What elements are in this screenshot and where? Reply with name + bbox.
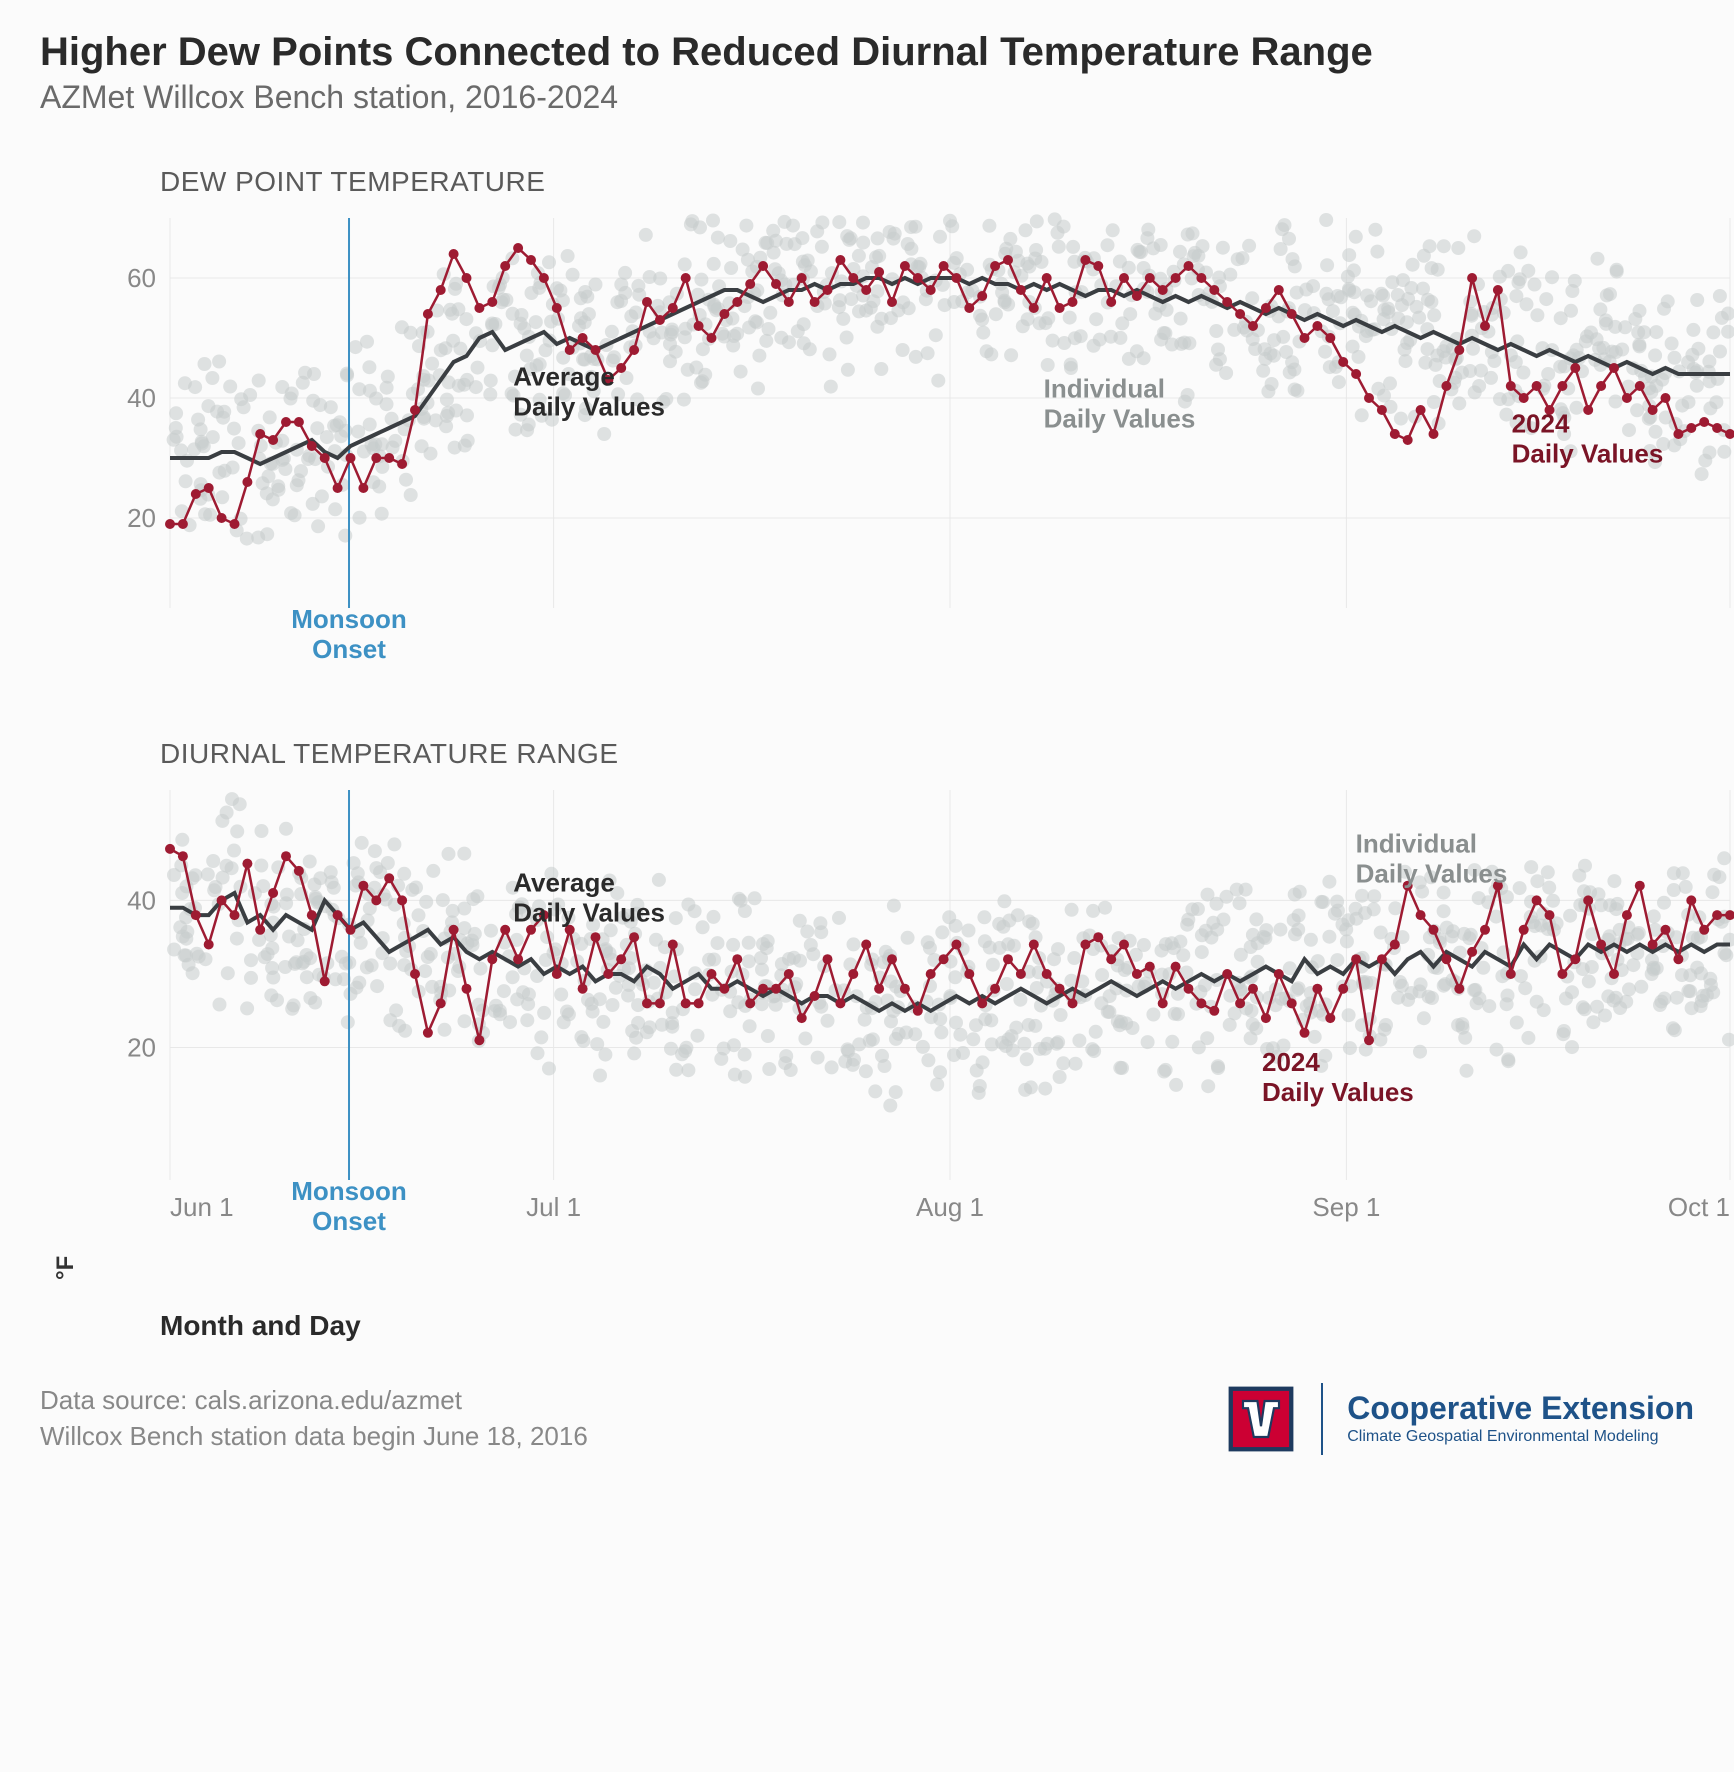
svg-text:60: 60 — [127, 263, 156, 293]
svg-text:Jun 1: Jun 1 — [170, 1192, 234, 1222]
footer-source: Data source: cals.arizona.edu/azmet — [40, 1382, 588, 1418]
svg-text:Daily Values: Daily Values — [1044, 403, 1196, 433]
svg-text:Sep 1: Sep 1 — [1312, 1192, 1380, 1222]
svg-text:Onset: Onset — [312, 634, 386, 664]
svg-text:20: 20 — [127, 1033, 156, 1063]
footer-divider — [1321, 1383, 1323, 1455]
svg-text:40: 40 — [127, 885, 156, 915]
svg-text:Individual: Individual — [1356, 828, 1477, 858]
svg-text:Average: Average — [513, 362, 615, 392]
svg-text:Individual: Individual — [1044, 373, 1165, 403]
svg-text:Jul 1: Jul 1 — [526, 1192, 581, 1222]
footer-note: Willcox Bench station data begin June 18… — [40, 1418, 588, 1454]
svg-text:20: 20 — [127, 503, 156, 533]
svg-text:Oct 1: Oct 1 — [1668, 1192, 1730, 1222]
footer: Data source: cals.arizona.edu/azmet Will… — [40, 1382, 1694, 1455]
svg-text:40: 40 — [127, 383, 156, 413]
svg-text:Onset: Onset — [312, 1206, 386, 1236]
page-subtitle: AZMet Willcox Bench station, 2016-2024 — [40, 79, 1694, 116]
org-sub: Climate Geospatial Environmental Modelin… — [1347, 1428, 1694, 1446]
svg-text:2024: 2024 — [1262, 1047, 1320, 1077]
svg-text:Daily Values: Daily Values — [1356, 858, 1508, 888]
svg-text:Daily Values: Daily Values — [1262, 1077, 1414, 1107]
dtr-panel: DIURNAL TEMPERATURE RANGE 20 40 Jun 1 Jul 1 A… — [40, 738, 1694, 1280]
svg-text:Daily Values: Daily Values — [1512, 439, 1664, 469]
svg-text:2024: 2024 — [1512, 409, 1570, 439]
svg-text:Daily Values: Daily Values — [513, 392, 665, 422]
svg-text:Monsoon: Monsoon — [291, 604, 407, 634]
svg-text:Monsoon: Monsoon — [291, 1176, 407, 1206]
dewpoint-panel: DEW POINT TEMPERATURE204060AverageDaily … — [40, 166, 1694, 678]
panel-title: DEW POINT TEMPERATURE — [160, 166, 1694, 198]
svg-text:Daily Values: Daily Values — [513, 897, 665, 927]
y-axis-label: °F — [52, 1256, 80, 1280]
ua-logo-icon — [1225, 1383, 1297, 1455]
org-title: Cooperative Extension — [1347, 1392, 1694, 1424]
x-axis-title: Month and Day — [160, 1310, 1694, 1342]
page-title: Higher Dew Points Connected to Reduced D… — [40, 30, 1694, 75]
panel-title: DIURNAL TEMPERATURE RANGE — [160, 738, 1694, 770]
chart-area: 204060AverageDaily ValuesIndividualDaily… — [120, 208, 1694, 678]
svg-text:Aug 1: Aug 1 — [916, 1192, 984, 1222]
chart-area: 2040Jun 1Jul 1Aug 1Sep 1Oct 1AverageDail… — [120, 780, 1694, 1280]
svg-text:Average: Average — [513, 867, 615, 897]
